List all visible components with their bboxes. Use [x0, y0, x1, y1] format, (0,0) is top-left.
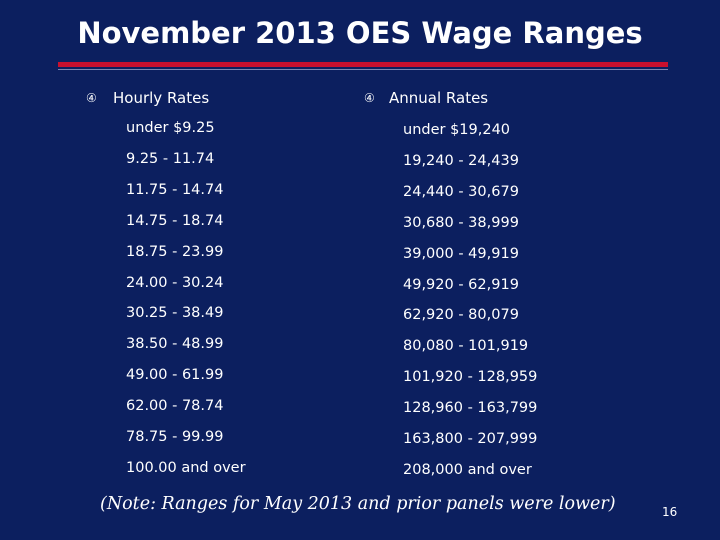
range-cell: 163,800 - 207,999 — [403, 431, 538, 447]
range-cell: 24,440 - 30,679 — [403, 183, 519, 200]
range-cell: 18.75 - 23.99 — [126, 243, 224, 260]
range-cell: 39,000 - 49,919 — [403, 245, 519, 262]
range-cell: 30.25 - 38.49 — [126, 305, 224, 322]
range-cell: 38.50 - 48.99 — [126, 336, 224, 353]
range-cell: 49.00 - 61.99 — [126, 367, 224, 384]
title-rule — [58, 62, 668, 67]
range-cell: 24.00 - 30.24 — [126, 274, 224, 291]
range-cell: 62.00 - 78.74 — [126, 398, 224, 415]
column-heading: Annual Rates — [389, 89, 489, 107]
range-cell: 11.75 - 14.74 — [126, 181, 224, 198]
column-heading: Hourly Rates — [113, 89, 210, 107]
range-cell: 78.75 - 99.99 — [126, 429, 224, 445]
range-cell: 9.25 - 11.74 — [126, 150, 215, 167]
range-cell: 100.00 and over — [126, 459, 246, 476]
range-cell: 128,960 - 163,799 — [403, 400, 538, 417]
range-cell: 62,920 - 80,079 — [403, 307, 519, 324]
range-cell: 30,680 - 38,999 — [403, 214, 519, 231]
range-cell: 208,000 and over — [403, 461, 532, 478]
footnote: (Note: Ranges for May 2013 and prior pan… — [100, 494, 616, 514]
range-cell: 19,240 - 24,439 — [403, 152, 519, 169]
range-cell: 101,920 - 128,959 — [403, 369, 538, 386]
range-cell: under $19,240 — [403, 122, 511, 138]
title-rule-thin — [58, 69, 668, 70]
bullet: ④ — [86, 91, 97, 105]
page-number: 16 — [662, 505, 678, 519]
range-cell: 80,080 - 101,919 — [403, 338, 529, 355]
range-cell: 14.75 - 18.74 — [126, 212, 224, 229]
range-cell: under $9.25 — [126, 120, 215, 136]
range-cell: 49,920 - 62,919 — [403, 276, 519, 293]
bullet: ④ — [364, 91, 375, 105]
slide-title: November 2013 OES Wage Ranges — [77, 16, 643, 50]
